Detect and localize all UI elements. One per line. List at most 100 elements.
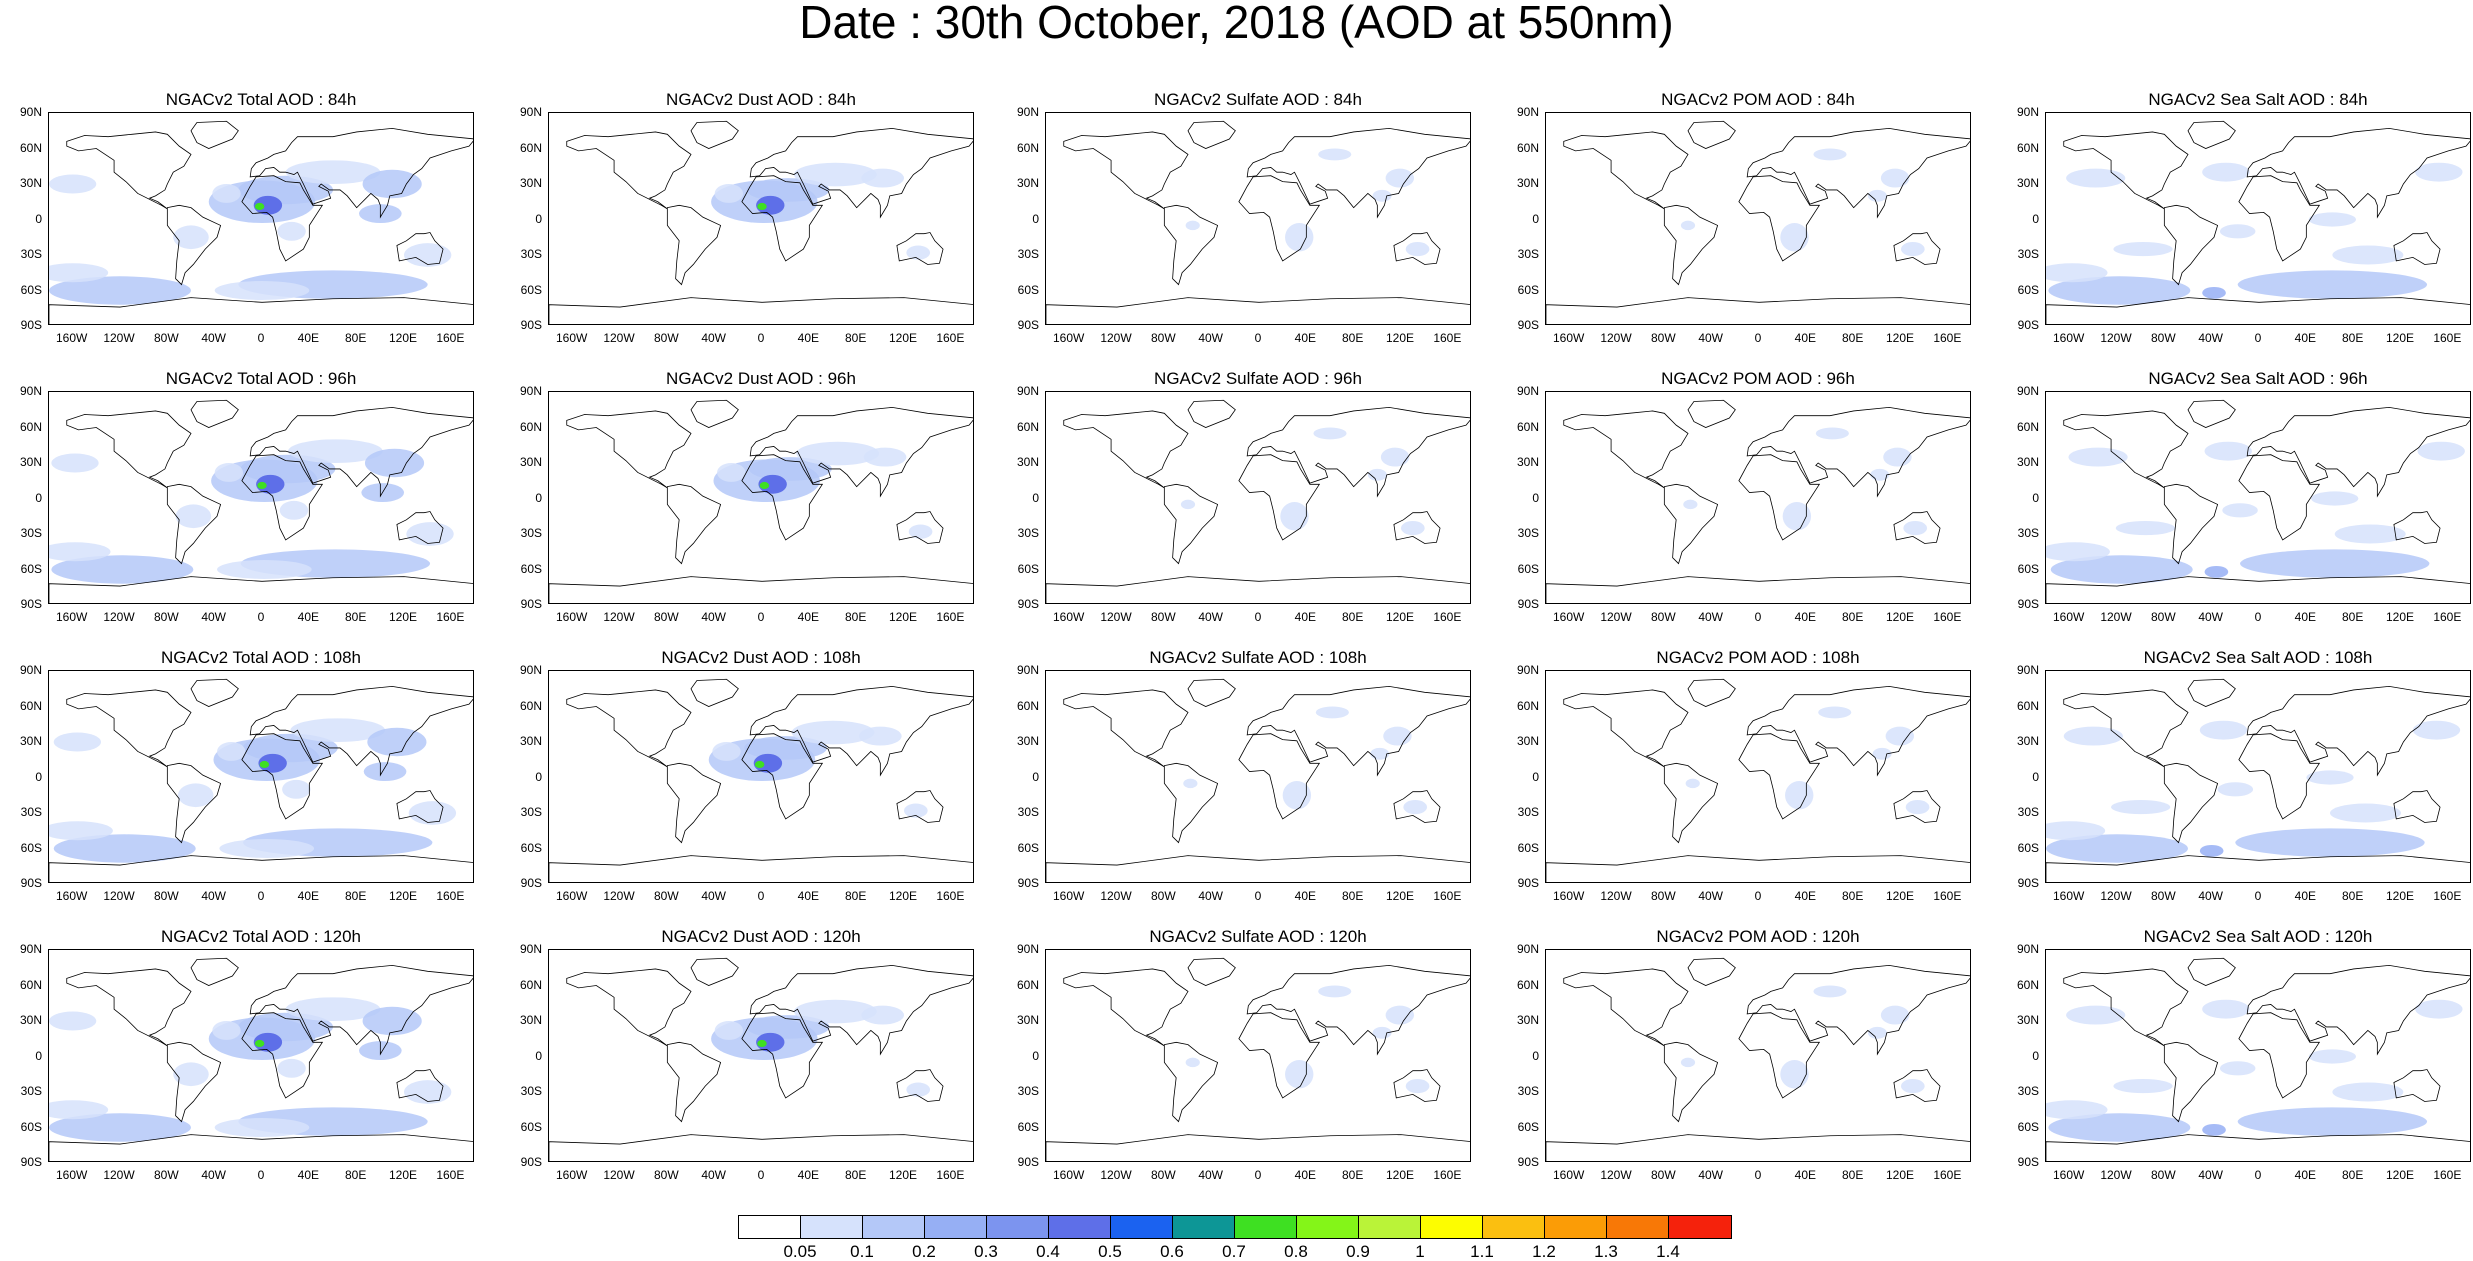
lat-tick-label: 30S [1017,1084,1039,1098]
coastline [2246,127,2470,219]
lon-tick-label: 120E [1885,889,1915,903]
aerosol-patch [2311,491,2359,506]
map-frame [1045,670,1471,883]
coastline [2187,678,2236,707]
lon-tick-label: 80W [153,331,179,345]
coastline [2393,790,2441,823]
map-frame [1545,949,1971,1162]
lon-tick-label: 80E [844,889,867,903]
panel-title: NGACv2 Dust AOD : 96h [666,369,856,388]
lat-tick-label: 30N [2016,734,2039,748]
coastline [241,175,324,262]
coastline [1046,297,1470,324]
map-panel: NGACv2 Sea Salt AOD : 84h 90N 60N 30N 0 30S 60… [1997,90,2471,365]
lat-tick-label: 30N [519,1013,542,1027]
coastline [896,1069,944,1102]
lon-tick-label: 120E [888,889,918,903]
map-canvas [2046,957,2470,1161]
lat-tick-label: 90S [1017,597,1039,611]
aerosol-patch [1183,778,1198,789]
coastline [249,406,473,498]
lat-tick-label: 60S [20,282,42,297]
aerosol-patch [257,481,267,490]
lon-tick-label: 80E [1341,331,1364,345]
aerosol-patch [2066,1005,2126,1025]
lon-tick-label: 120W [1600,1168,1632,1182]
lon-tick-label: 80E [1841,889,1864,903]
aerosol-patch [2412,720,2461,740]
coastline [1046,1134,1470,1161]
lon-tick-label: 0 [757,889,765,903]
aerosol-patch [1903,520,1928,536]
coastline [1393,1069,1441,1102]
lon-tick-label: 160E [936,610,965,624]
aerosol-patch [2046,821,2106,841]
lat-tick-label: 60S [1017,840,1039,855]
map-panel: NGACv2 POM AOD : 120h 90N 60N 30N 0 30S 60S 90S… [1497,927,1971,1202]
lat-tick-label: 30S [2017,247,2039,261]
lon-tick-label: 80E [1841,1168,1864,1182]
lat-tick-label: 30S [1017,805,1039,819]
lon-tick-label: 80W [1650,610,1676,624]
map-frame [48,391,474,604]
coastline [1546,297,1970,324]
lat-tick-label: 60S [520,561,542,576]
lat-tick-label: 90S [520,1155,542,1169]
lon-tick-label: 120E [388,1168,418,1182]
lat-tick-label: 30N [1516,176,1539,190]
aerosol-patch [49,1100,109,1120]
colorbar-label: 0.3 [974,1242,998,1261]
lon-tick-label: 160W [1052,889,1085,903]
lat-tick-label: 30N [2016,455,2039,469]
coastline [2393,1069,2441,1102]
aerosol-patch [1313,427,1347,440]
aerosol-patch [362,169,422,199]
lon-tick-label: 120E [2385,889,2415,903]
map-panel: NGACv2 Dust AOD : 84h 90N 60N 30N 0 30S 60S 90S… [500,90,974,365]
map-canvas [49,957,473,1161]
map-panel: NGACv2 Dust AOD : 120h 90N 60N 30N 0 30S 60S 90… [500,927,974,1202]
lat-tick-label: 90N [2016,942,2039,956]
aerosol-patch [757,1039,767,1048]
coastline [241,733,324,820]
aerosol-patch [362,1006,422,1036]
map-canvas [2046,120,2470,324]
lon-tick-label: 80W [153,1168,179,1182]
coastline [741,733,824,820]
coastline [1738,1012,1821,1099]
lon-tick-label: 160E [1933,331,1962,345]
lat-tick-label: 90S [1517,597,1539,611]
map-canvas [549,399,973,603]
lon-tick-label: 80W [653,331,679,345]
coastline [896,232,944,265]
aerosol-patch [1380,447,1410,467]
map-frame [1045,949,1471,1162]
aerosol-patch [53,834,196,863]
aerosol-patch [2308,212,2357,227]
aerosol-patch [2048,276,2191,305]
aerosol-patch [217,560,312,579]
lon-tick-label: 40E [797,889,819,903]
lon-tick-label: 0 [1754,331,1762,345]
coastline [1893,232,1941,265]
lon-tick-label: 120W [103,331,135,345]
lon-tick-label: 120E [2385,610,2415,624]
lat-tick-label: 60N [19,977,42,992]
aerosol-patch [1901,241,1925,257]
aerosol-patch [277,1058,306,1078]
coastline [1663,483,1719,565]
lon-tick-label: 120E [2385,331,2415,345]
lon-tick-label: 80W [653,1168,679,1182]
lon-tick-label: 120E [1385,1168,1415,1182]
lat-tick-label: 30N [2016,1013,2039,1027]
lat-tick-label: 90N [19,942,42,956]
lon-tick-label: 160W [555,889,588,903]
lat-tick-label: 90N [1516,105,1539,119]
lat-tick-label: 60N [1016,419,1039,434]
lat-tick-label: 60S [20,561,42,576]
coastline [2046,1134,2470,1161]
lat-tick-label: 60N [2016,140,2039,155]
aerosol-patch [2046,542,2110,562]
lon-tick-label: 160E [1933,1168,1962,1182]
lon-tick-label: 120E [1385,889,1415,903]
